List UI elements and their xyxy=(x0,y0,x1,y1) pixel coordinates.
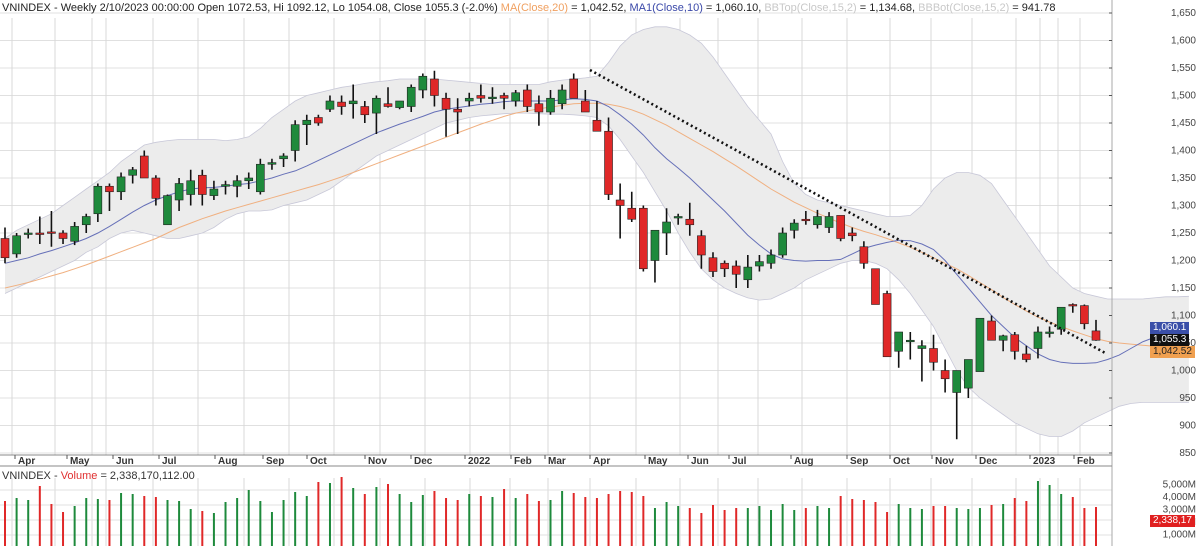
svg-text:1,500: 1,500 xyxy=(1171,91,1196,102)
trendline xyxy=(589,68,1108,356)
svg-text:1,600: 1,600 xyxy=(1171,36,1196,47)
ma10-value: = 1,060.10, xyxy=(702,2,765,14)
svg-text:4,000M: 4,000M xyxy=(1163,492,1196,503)
svg-text:Oct: Oct xyxy=(310,456,327,467)
volume-price-tag: 2,338,17 xyxy=(1150,515,1195,527)
bbtop-label: BBTop(Close,15,2) xyxy=(764,2,857,14)
svg-text:950: 950 xyxy=(1179,393,1196,404)
svg-text:Nov: Nov xyxy=(368,456,387,467)
svg-text:900: 900 xyxy=(1179,421,1196,432)
volume-value: = 2,338,170,112.00 xyxy=(97,470,195,482)
ma10-label: MA1(Close,10) xyxy=(629,2,703,14)
svg-text:May: May xyxy=(70,456,90,467)
svg-text:Jun: Jun xyxy=(116,456,134,467)
svg-text:Aug: Aug xyxy=(794,456,813,467)
volume-label: Volume xyxy=(60,470,98,482)
candlesticks xyxy=(0,70,1101,440)
svg-text:1,650: 1,650 xyxy=(1171,8,1196,19)
svg-text:Sep: Sep xyxy=(266,456,284,467)
ma20-label: MA(Close,20) xyxy=(500,2,569,14)
svg-text:Apr: Apr xyxy=(18,456,35,467)
svg-text:1,550: 1,550 xyxy=(1171,63,1196,74)
ma20-price-tag: 1,042.52 xyxy=(1150,346,1195,358)
svg-text:2022: 2022 xyxy=(468,456,491,467)
svg-text:May: May xyxy=(648,456,668,467)
svg-text:1,200: 1,200 xyxy=(1171,256,1196,267)
time-axis[interactable]: Apr May Jun Jul Aug Sep Oct Nov Dec 2022 Feb Mar Apr… xyxy=(0,454,1112,467)
svg-text:3,000M: 3,000M xyxy=(1163,505,1196,516)
close-price-tag: 1,055.3 xyxy=(1150,334,1190,346)
svg-text:1,300: 1,300 xyxy=(1171,201,1196,212)
svg-text:Feb: Feb xyxy=(1077,456,1095,467)
bbtop-value: = 1,134.68, xyxy=(856,2,919,14)
svg-text:850: 850 xyxy=(1179,448,1196,459)
svg-text:Dec: Dec xyxy=(979,456,998,467)
price-axis[interactable]: 1,650 1,600 1,550 1,500 1,450 1,400 1,350 1,300… xyxy=(1109,0,1196,546)
svg-text:Mar: Mar xyxy=(548,456,566,467)
svg-text:1,450: 1,450 xyxy=(1171,118,1196,129)
svg-text:1,400: 1,400 xyxy=(1171,146,1196,157)
volume-header: VNINDEX - Volume = 2,338,170,112.00 xyxy=(2,470,195,482)
svg-text:Jul: Jul xyxy=(732,456,747,467)
svg-text:1,350: 1,350 xyxy=(1171,173,1196,184)
svg-text:Dec: Dec xyxy=(414,456,433,467)
symbol: VNINDEX xyxy=(2,2,51,14)
svg-text:Jun: Jun xyxy=(691,456,709,467)
svg-text:Feb: Feb xyxy=(514,456,532,467)
svg-text:1,000M: 1,000M xyxy=(1163,530,1196,541)
bollinger-band xyxy=(4,26,1189,437)
ma10-price-tag: 1,060.1 xyxy=(1150,322,1190,334)
chart-header: VNINDEX - Weekly 2/10/2023 00:00:00 Open… xyxy=(2,2,1056,14)
svg-text:Nov: Nov xyxy=(935,456,954,467)
svg-text:Oct: Oct xyxy=(893,456,910,467)
svg-text:Apr: Apr xyxy=(593,456,610,467)
volume-pane xyxy=(4,477,1097,546)
svg-text:5,000M: 5,000M xyxy=(1163,480,1196,491)
svg-text:1,150: 1,150 xyxy=(1171,283,1196,294)
svg-text:1,100: 1,100 xyxy=(1171,311,1196,322)
svg-text:1,250: 1,250 xyxy=(1171,228,1196,239)
svg-text:1,000: 1,000 xyxy=(1171,366,1196,377)
ma20-value: = 1,042.52, xyxy=(568,2,630,14)
svg-text:Sep: Sep xyxy=(850,456,868,467)
svg-text:2023: 2023 xyxy=(1033,456,1056,467)
svg-text:Aug: Aug xyxy=(218,456,237,467)
bbbot-label: BBBot(Close,15,2) xyxy=(918,2,1010,14)
bbbot-value: = 941.78 xyxy=(1009,2,1056,14)
ohlc-info: Weekly 2/10/2023 00:00:00 Open 1072.53, … xyxy=(60,2,501,14)
svg-text:Jul: Jul xyxy=(162,456,177,467)
